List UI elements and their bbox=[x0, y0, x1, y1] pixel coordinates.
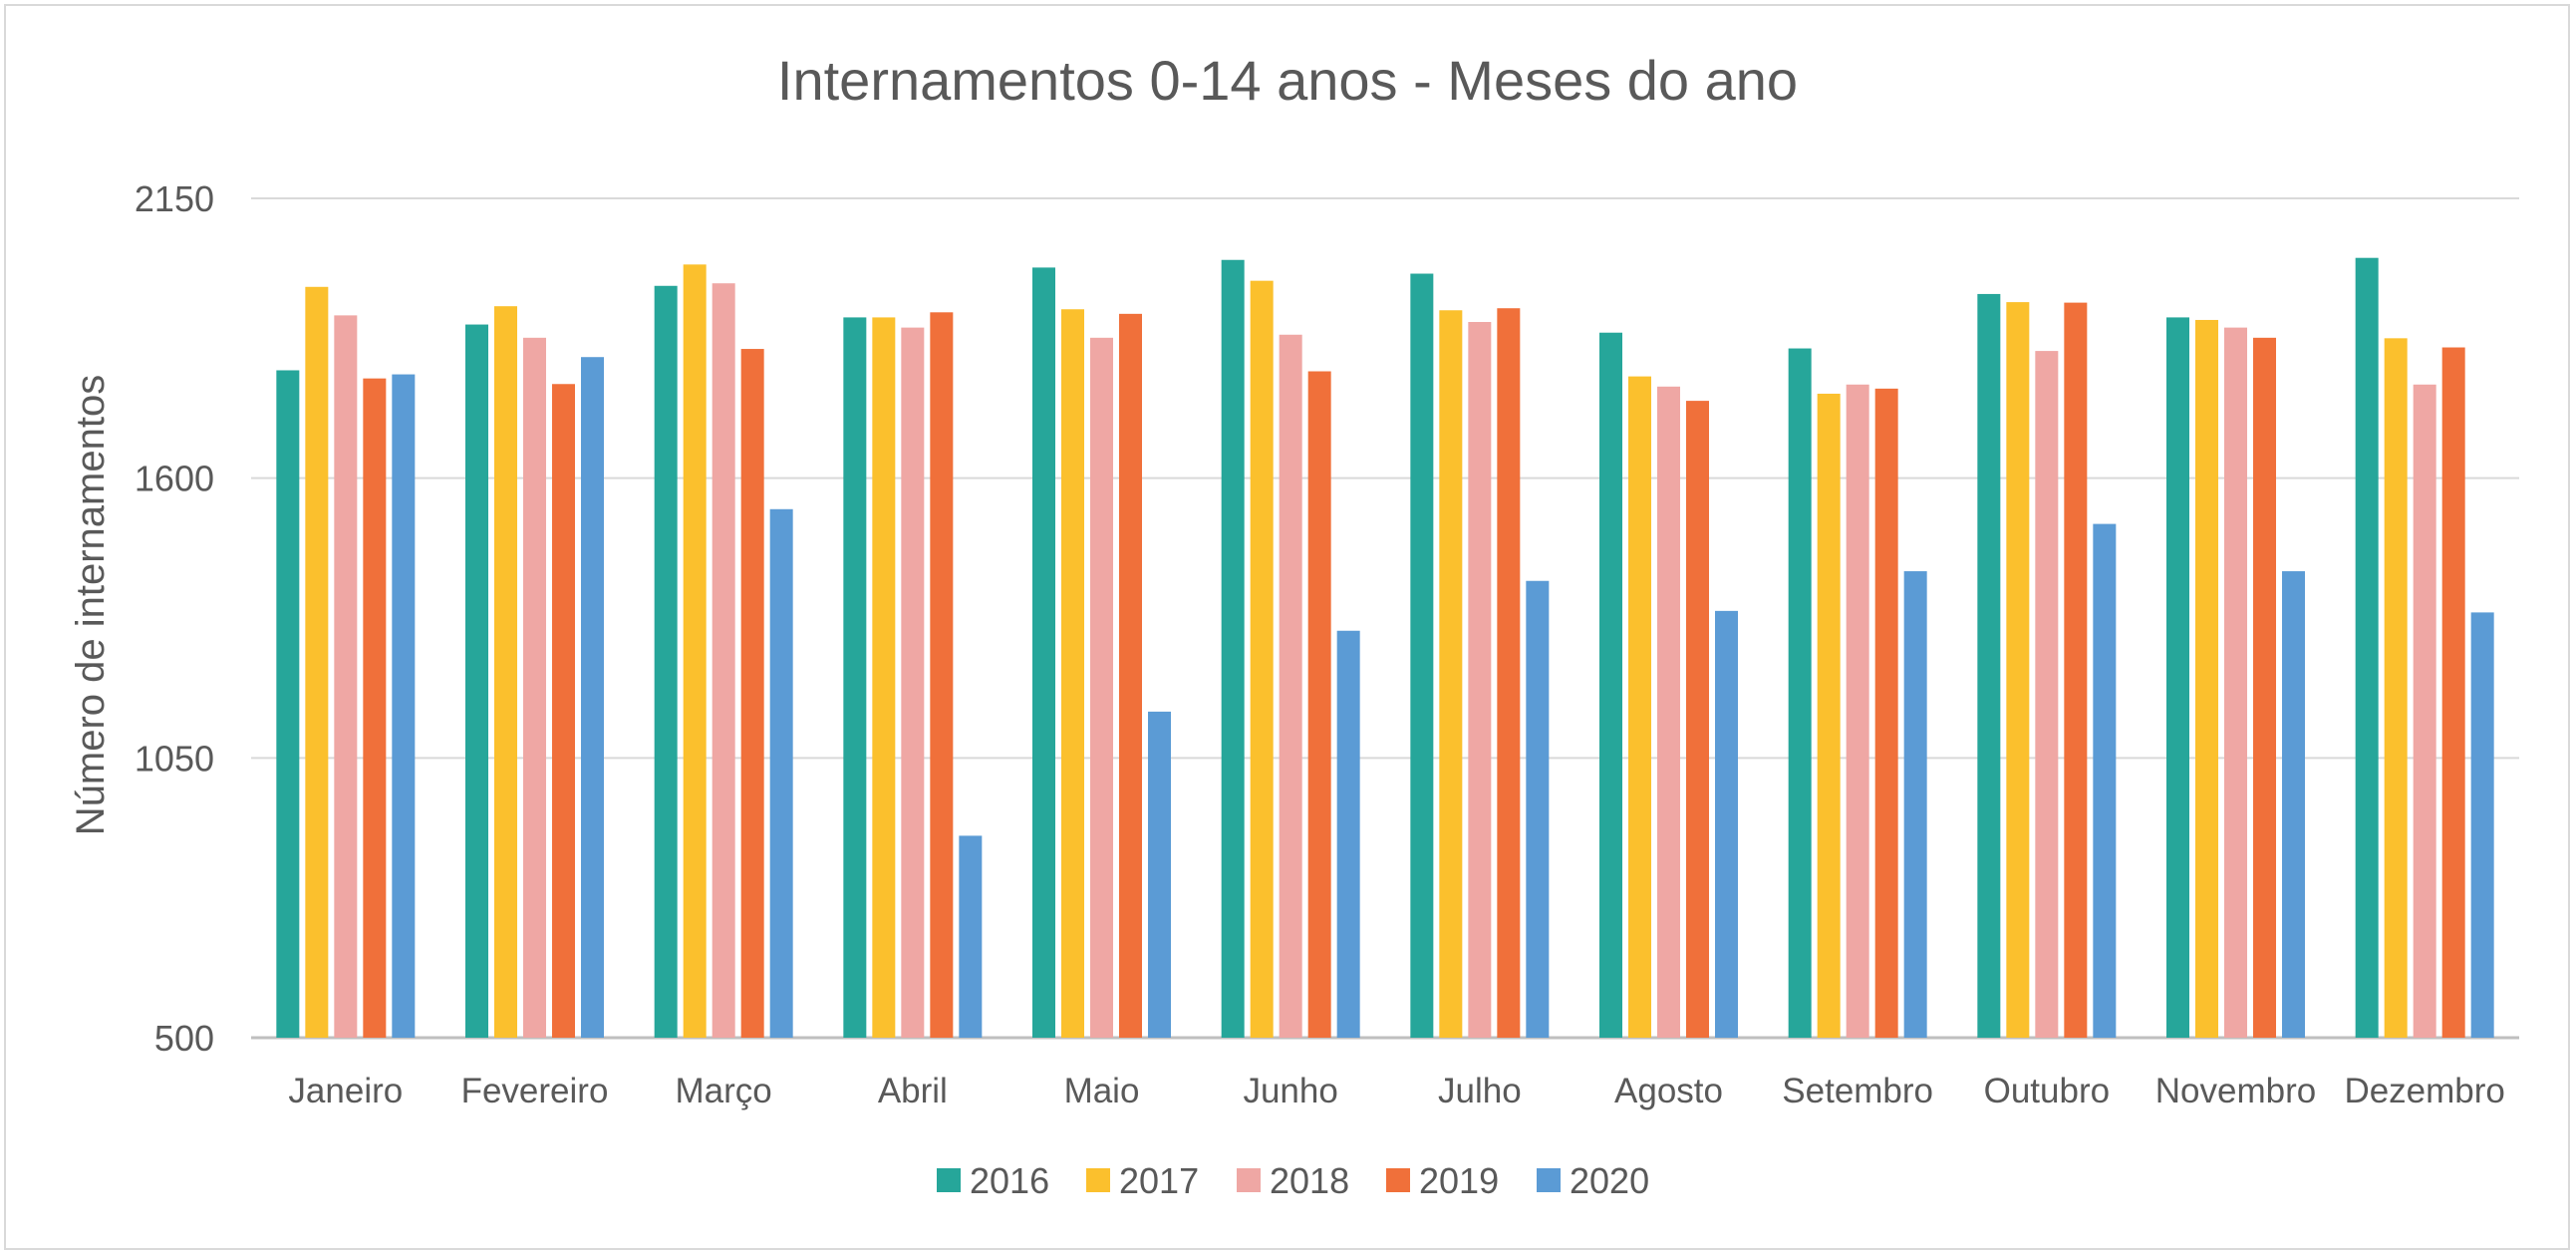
bar-2018-fevereiro bbox=[523, 337, 546, 1039]
bar-2017-junho bbox=[1250, 280, 1274, 1039]
bar-2019-janeiro bbox=[363, 378, 387, 1038]
bar-2020-abril bbox=[959, 835, 983, 1038]
bar-2020-outubro bbox=[2093, 523, 2117, 1038]
bar-2016-janeiro bbox=[276, 370, 300, 1038]
y-tick-label: 2150 bbox=[135, 178, 214, 219]
bar-2016-agosto bbox=[1599, 332, 1622, 1039]
bar-2016-junho bbox=[1221, 259, 1245, 1038]
bar-2019-setembro bbox=[1874, 388, 1898, 1038]
legend: 2016 2017 2018 2019 2020 bbox=[937, 1160, 1649, 1201]
bar-2019-março bbox=[740, 349, 764, 1038]
x-axis-ticks: Janeiro Fevereiro Março Abril Maio Junho Julho… bbox=[288, 1072, 2504, 1110]
legend-label-2017: 2017 bbox=[1119, 1160, 1199, 1201]
bar-2016-fevereiro bbox=[465, 324, 488, 1038]
y-tick-label: 500 bbox=[154, 1018, 214, 1059]
bar-2020-janeiro bbox=[392, 374, 416, 1039]
bar-2018-junho bbox=[1279, 334, 1302, 1038]
x-tick-label: Julho bbox=[1438, 1072, 1522, 1110]
legend-label-2018: 2018 bbox=[1270, 1160, 1349, 1201]
bar-2017-maio bbox=[1061, 309, 1084, 1038]
bar-2018-novembro bbox=[2224, 327, 2247, 1039]
bar-2019-fevereiro bbox=[552, 384, 575, 1038]
bar-2018-setembro bbox=[1846, 384, 1869, 1039]
bar-2016-novembro bbox=[2166, 317, 2189, 1039]
bars bbox=[276, 257, 2494, 1039]
bar-2017-fevereiro bbox=[494, 306, 517, 1039]
x-tick-label: Setembro bbox=[1782, 1072, 1933, 1110]
y-axis-ticks: 500 1050 1600 2150 bbox=[135, 178, 214, 1059]
bar-2018-dezembro bbox=[2413, 384, 2436, 1039]
legend-label-2016: 2016 bbox=[970, 1160, 1049, 1201]
bar-2018-abril bbox=[901, 327, 925, 1039]
x-tick-label: Maio bbox=[1064, 1072, 1140, 1110]
bar-2017-julho bbox=[1439, 310, 1463, 1038]
x-tick-label: Janeiro bbox=[288, 1072, 403, 1110]
bar-2016-julho bbox=[1410, 273, 1434, 1038]
bar-2019-agosto bbox=[1686, 401, 1709, 1039]
bar-2019-junho bbox=[1307, 371, 1331, 1038]
bar-2019-novembro bbox=[2253, 337, 2276, 1039]
bar-2018-outubro bbox=[2035, 351, 2059, 1038]
bar-2016-outubro bbox=[1977, 293, 2001, 1038]
bar-2020-março bbox=[769, 508, 793, 1038]
bar-2020-junho bbox=[1336, 630, 1360, 1038]
bar-2018-maio bbox=[1090, 337, 1113, 1039]
bar-2016-setembro bbox=[1788, 348, 1812, 1038]
legend-swatch-2020 bbox=[1537, 1168, 1561, 1192]
bar-2020-maio bbox=[1148, 711, 1171, 1038]
bar-2020-novembro bbox=[2282, 571, 2305, 1038]
bar-2017-novembro bbox=[2195, 319, 2218, 1039]
bar-2020-setembro bbox=[1903, 571, 1927, 1038]
y-tick-label: 1050 bbox=[135, 738, 214, 779]
x-tick-label: Outubro bbox=[1984, 1072, 2110, 1110]
legend-label-2020: 2020 bbox=[1570, 1160, 1649, 1201]
bar-2016-março bbox=[654, 285, 678, 1039]
x-tick-label: Abril bbox=[878, 1072, 948, 1110]
legend-swatch-2016 bbox=[937, 1168, 961, 1192]
gridlines bbox=[251, 197, 2519, 1040]
x-tick-label: Dezembro bbox=[2344, 1072, 2504, 1110]
legend-swatch-2018 bbox=[1237, 1168, 1261, 1192]
bar-2016-abril bbox=[843, 317, 867, 1039]
bar-2020-julho bbox=[1526, 580, 1550, 1038]
legend-swatch-2017 bbox=[1086, 1168, 1110, 1192]
y-axis-label: Número de internamentos bbox=[69, 375, 113, 835]
chart-title: Internamentos 0-14 anos - Meses do ano bbox=[777, 49, 1798, 112]
bar-2018-março bbox=[712, 283, 735, 1039]
bar-2018-janeiro bbox=[334, 315, 358, 1038]
bar-2020-fevereiro bbox=[581, 357, 604, 1038]
bar-2018-julho bbox=[1468, 322, 1492, 1038]
y-tick-label: 1600 bbox=[135, 459, 214, 499]
bar-2020-agosto bbox=[1715, 610, 1738, 1038]
legend-label-2019: 2019 bbox=[1419, 1160, 1499, 1201]
bar-2017-janeiro bbox=[305, 286, 329, 1038]
bar-2019-abril bbox=[930, 312, 954, 1039]
bar-2019-dezembro bbox=[2441, 347, 2465, 1038]
x-tick-label: Fevereiro bbox=[461, 1072, 609, 1110]
bar-2017-setembro bbox=[1817, 393, 1841, 1038]
bar-2017-outubro bbox=[2006, 302, 2030, 1038]
x-tick-label: Junho bbox=[1243, 1072, 1337, 1110]
bar-2017-abril bbox=[872, 317, 896, 1039]
bar-2020-dezembro bbox=[2470, 612, 2494, 1038]
bar-2019-outubro bbox=[2064, 302, 2088, 1038]
x-tick-label: Agosto bbox=[1614, 1072, 1723, 1110]
bar-2019-maio bbox=[1119, 313, 1142, 1039]
bar-2017-março bbox=[683, 264, 707, 1039]
legend-swatch-2019 bbox=[1386, 1168, 1410, 1192]
bar-2017-agosto bbox=[1628, 376, 1651, 1038]
x-tick-label: Novembro bbox=[2155, 1072, 2316, 1110]
bar-2018-agosto bbox=[1657, 386, 1680, 1038]
bar-2016-maio bbox=[1032, 267, 1055, 1038]
x-tick-label: Março bbox=[676, 1072, 772, 1110]
bar-2016-dezembro bbox=[2355, 257, 2379, 1038]
bar-2019-julho bbox=[1497, 308, 1521, 1038]
bar-2017-dezembro bbox=[2384, 338, 2408, 1038]
